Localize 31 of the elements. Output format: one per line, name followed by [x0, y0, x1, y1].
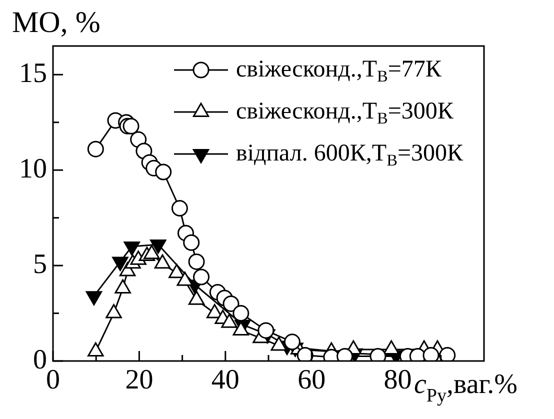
point [122, 118, 140, 134]
point [106, 304, 122, 318]
y-tick-label: 15 [19, 58, 47, 89]
point [188, 253, 205, 270]
x-tick-label: 80 [384, 364, 412, 396]
y-axis-title: МО, % [12, 6, 100, 39]
y-tick-label: 10 [19, 153, 47, 184]
point [144, 244, 160, 260]
point [154, 254, 171, 269]
point [270, 336, 287, 351]
x-tick-label: 40 [211, 364, 240, 396]
point [176, 272, 193, 286]
point [183, 234, 200, 251]
x-tick-label: 20 [125, 364, 154, 396]
point [383, 340, 400, 355]
point [88, 342, 104, 356]
point [222, 295, 240, 312]
point [188, 290, 205, 305]
point [221, 314, 238, 328]
point [296, 347, 314, 361]
y-tick-label: 5 [33, 248, 47, 280]
point [168, 264, 185, 278]
point [155, 164, 172, 180]
point [439, 347, 456, 361]
y-tick-label: 0 [33, 344, 47, 376]
point [87, 140, 104, 158]
point [193, 268, 210, 286]
x-tick-label: 60 [298, 364, 326, 396]
point [114, 279, 131, 294]
point [422, 347, 440, 361]
point [171, 200, 188, 217]
